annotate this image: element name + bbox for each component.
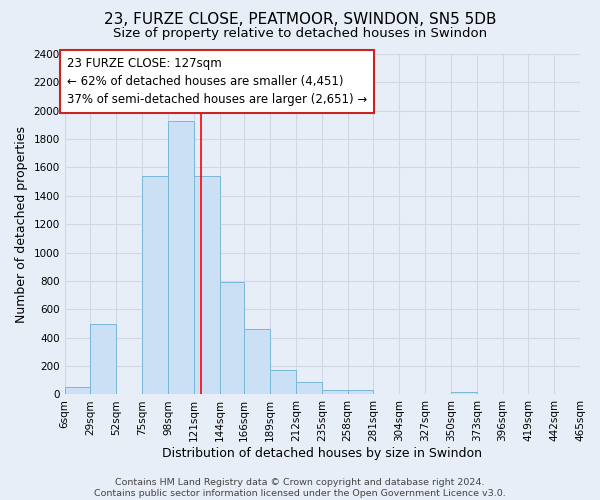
Bar [322,390,347,394]
Bar [270,370,296,394]
Text: 23, FURZE CLOSE, PEATMOOR, SWINDON, SN5 5DB: 23, FURZE CLOSE, PEATMOOR, SWINDON, SN5 … [104,12,496,28]
Bar [194,176,220,394]
Text: Contains HM Land Registry data © Crown copyright and database right 2024.
Contai: Contains HM Land Registry data © Crown c… [94,478,506,498]
Bar [451,392,477,394]
Y-axis label: Number of detached properties: Number of detached properties [15,126,28,322]
Bar [91,324,116,394]
Bar [220,282,244,395]
Bar [142,176,168,394]
X-axis label: Distribution of detached houses by size in Swindon: Distribution of detached houses by size … [163,447,482,460]
Bar [296,382,322,394]
Bar [168,120,194,394]
Bar [65,388,91,394]
Text: Size of property relative to detached houses in Swindon: Size of property relative to detached ho… [113,28,487,40]
Bar [244,329,270,394]
Text: 23 FURZE CLOSE: 127sqm
← 62% of detached houses are smaller (4,451)
37% of semi-: 23 FURZE CLOSE: 127sqm ← 62% of detached… [67,57,367,106]
Bar [347,390,373,394]
